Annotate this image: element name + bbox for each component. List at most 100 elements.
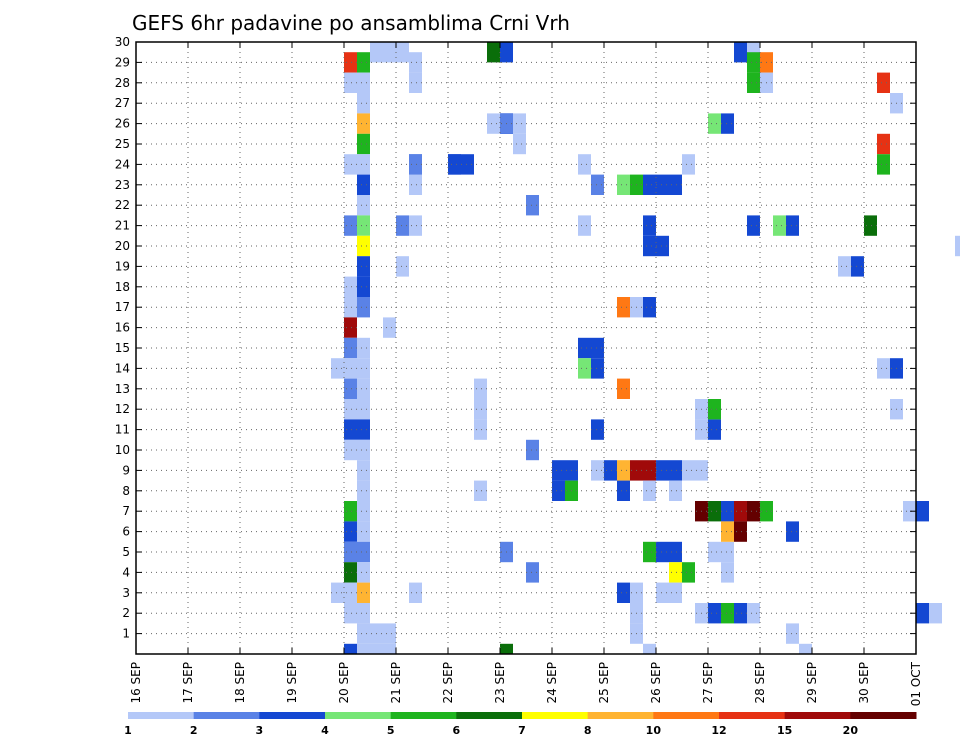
colorbar-label: 20: [843, 724, 859, 737]
colorbar-swatch: [719, 712, 786, 719]
heatmap-cell: [526, 562, 539, 583]
heatmap-cell: [773, 215, 786, 236]
grid: [136, 41, 916, 654]
y-tick-label: 27: [115, 96, 130, 110]
heatmap-cell: [669, 460, 682, 481]
x-tick-label: 01 OCT: [909, 661, 923, 706]
heatmap-cell: [643, 460, 656, 481]
heatmap-cell: [747, 52, 760, 73]
heatmap-cell: [357, 297, 370, 318]
heatmap-cell: [409, 154, 422, 175]
x-ticks: 16 SEP 17 SEP 18 SEP 19 SEP 20 SEP 21 SEP 22 S…: [129, 42, 923, 706]
heatmap-cell: [357, 174, 370, 195]
heatmap-cell: [929, 603, 942, 624]
heatmap-cell: [331, 358, 344, 379]
heatmap-cell: [864, 215, 877, 236]
heatmap-cell: [721, 501, 734, 522]
heatmap-cell: [474, 399, 487, 420]
heatmap-cell: [474, 378, 487, 399]
heatmap-cell: [747, 501, 760, 522]
y-tick-label: 23: [115, 178, 130, 192]
heatmap-cell: [344, 419, 357, 440]
heatmap-cell: [708, 419, 721, 440]
heatmap-cell: [682, 562, 695, 583]
heatmap-cell: [708, 501, 721, 522]
heatmap-cell: [357, 72, 370, 93]
heatmap-cell: [643, 643, 656, 654]
x-tick-label: 20 SEP: [337, 662, 351, 704]
y-tick-label: 2: [122, 606, 130, 620]
heatmap-cell: [370, 643, 383, 654]
y-tick-label: 21: [115, 219, 130, 233]
x-tick-label: 27 SEP: [701, 662, 715, 704]
colorbar-swatch: [259, 712, 326, 719]
y-tick-label: 5: [122, 545, 130, 559]
heatmap-cell: [656, 460, 669, 481]
heatmap-cell: [344, 521, 357, 542]
heatmap-cell: [344, 276, 357, 297]
y-tick-label: 26: [115, 117, 130, 131]
colorbar-swatch: [325, 712, 392, 719]
heatmap-cell: [357, 521, 370, 542]
heatmap-cell: [656, 174, 669, 195]
heatmap-cell: [617, 297, 630, 318]
heatmap-cell: [357, 52, 370, 73]
heatmap-cell: [708, 113, 721, 134]
y-tick-label: 28: [115, 76, 130, 90]
heatmap-cell: [721, 562, 734, 583]
heatmap-cell: [669, 582, 682, 603]
heatmap-cell: [669, 480, 682, 501]
colorbar-swatch: [784, 712, 851, 719]
y-tick-label: 18: [115, 280, 130, 294]
heatmap-cell: [409, 72, 422, 93]
heatmap-cell: [916, 603, 929, 624]
heatmap-cell: [877, 358, 890, 379]
heatmap-cell: [344, 399, 357, 420]
heatmap-cell: [877, 154, 890, 175]
heatmap-cell: [357, 603, 370, 624]
heatmap-cell: [357, 439, 370, 461]
colorbar-swatch: [390, 712, 457, 719]
heatmap-cell: [643, 235, 656, 257]
x-tick-label: 29 SEP: [805, 662, 819, 704]
heatmap-cell: [578, 358, 591, 379]
heatmap-cell: [357, 195, 370, 216]
heatmap-cell: [526, 439, 539, 461]
colorbar-label: 4: [321, 724, 329, 737]
heatmap-cell: [591, 419, 604, 440]
heatmap-cell: [721, 113, 734, 134]
y-tick-label: 22: [115, 198, 130, 212]
heatmap-cell: [474, 419, 487, 440]
heatmap-cell: [669, 541, 682, 563]
y-tick-label: 20: [115, 239, 130, 253]
colorbar-swatch: [653, 712, 720, 719]
heatmap-cell: [617, 582, 630, 603]
heatmap-cell: [747, 72, 760, 93]
heatmap-cell: [734, 501, 747, 522]
heatmap-cell: [617, 480, 630, 501]
heatmap-cell: [357, 276, 370, 297]
heatmap-cell: [500, 42, 513, 63]
x-tick-label: 22 SEP: [441, 662, 455, 704]
heatmap-cell: [734, 42, 747, 63]
heatmap-cell: [643, 174, 656, 195]
heatmap-cell: [409, 174, 422, 195]
x-tick-label: 28 SEP: [753, 662, 767, 704]
x-tick-label: 24 SEP: [545, 662, 559, 704]
heatmap-cell: [604, 460, 617, 481]
heatmap-cell: [344, 317, 357, 338]
heatmap-cell: [409, 582, 422, 603]
x-tick-label: 18 SEP: [233, 662, 247, 704]
heatmap-cell: [383, 42, 396, 63]
heatmap-cell: [552, 480, 565, 501]
y-tick-label: 4: [122, 565, 130, 579]
y-tick-label: 1: [122, 627, 130, 641]
heatmap-cell: [513, 113, 526, 134]
heatmap-cell: [344, 582, 357, 603]
heatmap-cell: [916, 501, 929, 522]
heatmap-cell: [357, 623, 370, 644]
heatmap-cell: [370, 42, 383, 63]
heatmap-cell: [708, 399, 721, 420]
colorbar-label: 5: [387, 724, 395, 737]
heatmap-cell: [747, 603, 760, 624]
